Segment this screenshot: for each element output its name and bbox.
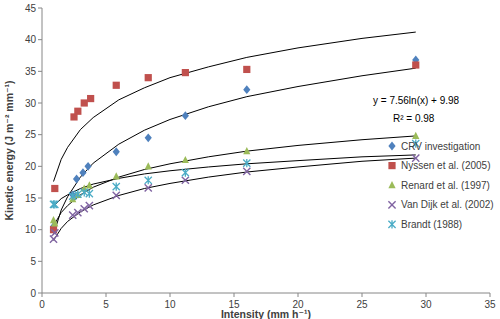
marker-x <box>50 236 57 243</box>
y-tick-label: 45 <box>25 3 37 14</box>
marker-x <box>388 201 395 208</box>
y-tick <box>38 103 42 104</box>
marker-diamond <box>73 175 80 184</box>
marker-diamond <box>388 142 395 151</box>
y-tick <box>38 198 42 199</box>
legend-label: CRV investigation <box>401 141 480 152</box>
y-tick <box>38 166 42 167</box>
marker-diamond <box>113 147 120 156</box>
annotation: y = 7.56ln(x) + 9.98 <box>373 95 460 106</box>
marker-triangle <box>412 132 419 139</box>
trend-line <box>54 32 416 181</box>
marker-square <box>87 95 94 102</box>
marker-x <box>113 192 120 199</box>
trend-line <box>54 155 416 206</box>
marker-square <box>388 162 395 169</box>
y-tick <box>38 261 42 262</box>
y-tick <box>38 134 42 135</box>
marker-square <box>412 61 419 68</box>
y-tick <box>38 8 42 9</box>
legend: CRV investigation Nyssen et al. (2005) Ren… <box>388 141 493 230</box>
y-tick <box>38 293 42 294</box>
y-tick-label: 20 <box>25 161 37 172</box>
y-tick-label: 5 <box>30 256 36 267</box>
marker-triangle <box>388 181 395 188</box>
trend-line <box>54 68 416 235</box>
x-tick <box>42 293 43 297</box>
y-tick <box>38 229 42 230</box>
marker-triangle <box>113 172 120 179</box>
marker-x <box>86 202 93 209</box>
x-tick <box>426 293 427 297</box>
legend-label: Renard et al. (1997) <box>401 180 490 191</box>
marker-x <box>51 229 58 236</box>
marker-triangle <box>86 181 93 188</box>
marker-triangle <box>182 156 189 163</box>
trend-line <box>54 158 416 240</box>
x-tick <box>362 293 363 297</box>
y-tick-label: 10 <box>25 224 37 235</box>
x-tick-label: 30 <box>420 299 432 310</box>
marker-diamond <box>84 162 91 171</box>
x-axis-label: Intensity (mm h⁻¹) <box>221 308 311 319</box>
marker-square <box>74 108 81 115</box>
marker-x <box>243 168 250 175</box>
x-tick-label: 35 <box>484 299 496 310</box>
y-tick-label: 40 <box>25 34 37 45</box>
marker-triangle <box>145 162 152 169</box>
marker-diamond <box>79 168 86 177</box>
marker-asterisk <box>243 159 250 167</box>
y-axis <box>42 8 43 293</box>
marker-square <box>81 99 88 106</box>
legend-label: Van Dijk et al. (2002) <box>401 199 494 210</box>
marker-triangle <box>51 219 58 226</box>
marker-x <box>74 209 81 216</box>
marker-asterisk <box>86 189 93 197</box>
marker-square <box>113 82 120 89</box>
chart: 05101520253035051015202530354045Intensit… <box>0 0 500 319</box>
marker-asterisk <box>388 220 395 228</box>
x-tick-label: 5 <box>103 299 109 310</box>
y-tick-label: 30 <box>25 98 37 109</box>
x-tick <box>106 293 107 297</box>
y-tick <box>38 39 42 40</box>
trend-line <box>54 136 416 226</box>
y-tick <box>38 71 42 72</box>
marker-diamond <box>243 85 250 94</box>
y-tick-label: 25 <box>25 129 37 140</box>
marker-square <box>145 74 152 81</box>
annotation: R² = 0.98 <box>393 113 435 124</box>
y-axis-label: Kinetic energy (J m⁻² mm⁻¹) <box>3 80 15 220</box>
marker-square <box>51 185 58 192</box>
plot-area <box>50 32 419 243</box>
x-tick <box>234 293 235 297</box>
y-tick-label: 0 <box>30 288 36 299</box>
x-tick <box>298 293 299 297</box>
x-tick-label: 25 <box>356 299 368 310</box>
marker-x <box>145 184 152 191</box>
marker-asterisk <box>113 183 120 191</box>
x-axis <box>42 293 490 294</box>
marker-square <box>243 66 250 73</box>
marker-triangle <box>243 147 250 154</box>
marker-asterisk <box>145 176 152 184</box>
marker-x <box>182 177 189 184</box>
y-tick-label: 15 <box>25 193 37 204</box>
x-tick <box>490 293 491 297</box>
x-tick <box>170 293 171 297</box>
marker-diamond <box>182 111 189 120</box>
legend-label: Nyssen et al. (2005) <box>401 160 491 171</box>
x-tick-label: 10 <box>164 299 176 310</box>
y-tick-label: 35 <box>25 66 37 77</box>
marker-square <box>182 69 189 76</box>
x-tick-label: 0 <box>39 299 45 310</box>
marker-asterisk <box>182 169 189 177</box>
marker-diamond <box>145 133 152 142</box>
marker-asterisk <box>50 200 57 208</box>
marker-asterisk <box>51 200 58 208</box>
marker-asterisk <box>81 188 88 196</box>
marker-asterisk <box>74 190 81 198</box>
legend-label: Brandt (1988) <box>401 219 462 230</box>
